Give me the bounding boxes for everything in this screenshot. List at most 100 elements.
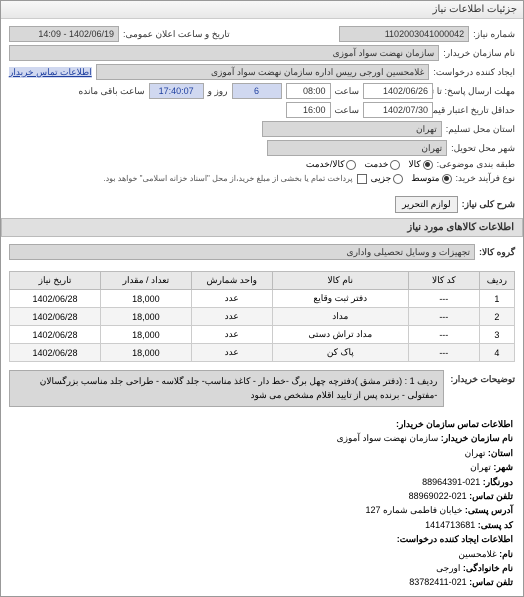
requester-label: ایجاد کننده درخواست: [433,67,515,78]
category-label: طبقه بندی موضوعی: [437,159,515,170]
radio-label: جزیی [371,173,392,184]
table-cell: عدد [191,290,272,308]
req-name-value: غلامحسین [458,549,496,559]
window-titlebar: جزئیات اطلاعات نیاز [1,1,523,19]
table-cell: مداد تراش دستی [272,326,408,344]
table-cell: دفتر ثبت وقایع [272,290,408,308]
category-option-both[interactable]: کالا/خدمت [306,159,357,170]
contact-address-value: خیابان فاطمی شماره 127 [366,505,463,515]
window-title: جزئیات اطلاعات نیاز [433,4,517,15]
table-cell: 1402/06/28 [10,326,101,344]
goods-table-wrap: ردیف کد کالا نام کالا واحد شمارش تعداد /… [1,267,523,366]
col-date: تاریخ نیاز [10,272,101,290]
radio-icon [346,160,356,170]
contact-header: اطلاعات تماس سازمان خریدار: [396,419,513,429]
validity-label: حداقل تاریخ اعتبار قیمت: تا تاریخ: [437,105,515,116]
req-phone-label: تلفن تماس: [469,577,513,587]
contact-postal-value: 1414713681 [425,520,475,530]
buyer-name-label: نام سازمان خریدار: [443,48,515,59]
goods-group-label: گروه کالا: [479,247,515,258]
city-field: تهران [267,140,447,156]
table-cell: 1402/06/28 [10,290,101,308]
time-remaining-field: 17:40:07 [149,83,204,99]
number-label: شماره نیاز: [473,29,515,40]
province-field: تهران [262,121,442,137]
category-option-service[interactable]: خدمت [364,159,400,170]
requirement-details-window: جزئیات اطلاعات نیاز شماره نیاز: 11020030… [0,0,524,597]
table-row: 1---دفتر ثبت وقایععدد18,0001402/06/28 [10,290,515,308]
contact-fax-value: 021-88964391 [422,477,480,487]
radio-label: کالا/خدمت [306,159,345,170]
radio-icon [393,174,403,184]
table-cell: عدد [191,308,272,326]
table-row: 3---مداد تراش دستیعدد18,0001402/06/28 [10,326,515,344]
table-cell: --- [408,326,479,344]
contact-org-value: سازمان نهضت سواد آموزی [337,433,439,443]
requester-field: غلامحسین اورجی رییس اداره سازمان نهضت سو… [96,64,430,80]
number-field: 1102003041000042 [339,26,469,42]
deadline-date-field: 1402/06/26 [363,83,433,99]
radio-icon [423,160,433,170]
table-cell: عدد [191,344,272,362]
req-phone-value: 021-83782411 [409,577,466,587]
contact-phone-label: تلفن تماس: [469,491,513,501]
contact-province-label: استان: [488,448,513,458]
contact-postal-label: کد پستی: [478,520,513,530]
goods-table: ردیف کد کالا نام کالا واحد شمارش تعداد /… [9,271,515,362]
process-type-label: نوع فرآیند خرید: [456,173,516,184]
table-cell: --- [408,290,479,308]
table-row: 2---مدادعدد18,0001402/06/28 [10,308,515,326]
days-label: روز و [208,86,228,97]
province-label: استان محل تسلیم: [446,124,515,135]
table-cell: 1402/06/28 [10,344,101,362]
table-cell: 4 [479,344,514,362]
table-cell: 18,000 [100,308,191,326]
need-desc-label: شرح کلی نیاز: [462,199,515,210]
table-header-row: ردیف کد کالا نام کالا واحد شمارش تعداد /… [10,272,515,290]
req-name-label: نام: [499,549,513,559]
req-family-label: نام خانوادگی: [463,563,513,573]
contact-city-value: تهران [470,462,491,472]
col-code: کد کالا [408,272,479,290]
buyer-name-field: سازمان نهضت سواد آموزی [9,45,439,61]
contact-fax-label: دورنگار: [483,477,513,487]
deadline-time-field: 08:00 [286,83,331,99]
table-cell: 1402/06/28 [10,308,101,326]
contact-section: اطلاعات تماس سازمان خریدار: نام سازمان خ… [1,411,523,596]
table-cell: 3 [479,326,514,344]
validity-date-field: 1402/07/30 [363,102,433,118]
contact-province-value: تهران [465,448,486,458]
treasury-checkbox[interactable] [357,174,367,184]
table-cell: عدد [191,326,272,344]
description-box: ردیف 1 : (دفتر مشق )دفترچه چهل برگ -خط د… [9,370,444,407]
deadline-time-label: ساعت [335,86,360,97]
radio-label: متوسط [411,173,439,184]
table-row: 4---پاک کنعدد18,0001402/06/28 [10,344,515,362]
table-cell: 18,000 [100,344,191,362]
contact-link[interactable]: اطلاعات تماس خریدار [9,67,92,78]
process-type-radio-group: متوسط جزیی [371,173,452,184]
deadline-label: مهلت ارسال پاسخ: تا تاریخ: [437,86,515,97]
treasury-note: پرداخت تمام یا بخشی از مبلغ خرید،از محل … [103,174,352,183]
table-cell: 1 [479,290,514,308]
goods-group-field: تجهیزات و وسایل تحصیلی واداری [9,244,475,260]
validity-time-field: 16:00 [286,102,331,118]
req-family-value: اورجی [436,563,460,573]
goods-section-header: اطلاعات کالاهای مورد نیاز [1,218,523,237]
category-option-goods[interactable]: کالا [408,159,432,170]
table-cell: 18,000 [100,290,191,308]
col-row: ردیف [479,272,514,290]
remain-label: ساعت باقی مانده [79,86,145,97]
process-option-medium[interactable]: متوسط [411,173,451,184]
table-cell: مداد [272,308,408,326]
radio-icon [390,160,400,170]
table-cell: --- [408,308,479,326]
process-option-minor[interactable]: جزیی [371,173,404,184]
category-radio-group: کالا خدمت کالا/خدمت [306,159,433,170]
validity-time-label: ساعت [335,105,360,116]
table-cell: 2 [479,308,514,326]
table-cell: --- [408,344,479,362]
col-unit: واحد شمارش [191,272,272,290]
announce-field: 1402/06/19 - 14:09 [9,26,119,42]
table-cell: 18,000 [100,326,191,344]
